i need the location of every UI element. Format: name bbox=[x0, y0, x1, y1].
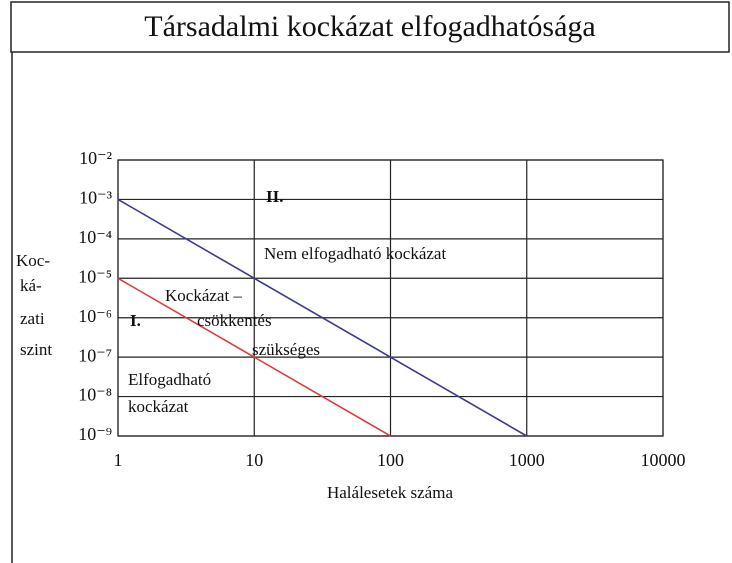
annotation: Kockázat – bbox=[165, 286, 242, 305]
y-tick-label: 10⁻⁴ bbox=[78, 227, 112, 247]
y-tick-label: 10⁻² bbox=[79, 148, 112, 168]
annotation: Nem elfogadható kockázat bbox=[264, 244, 446, 263]
annotation: Elfogadható bbox=[128, 370, 211, 389]
x-tick-label: 1 bbox=[114, 450, 123, 470]
y-axis-label: szint bbox=[20, 340, 52, 359]
y-tick-label: 10⁻⁸ bbox=[78, 385, 112, 405]
y-axis-label: Koc- bbox=[16, 251, 50, 270]
x-tick-label: 10000 bbox=[641, 450, 686, 470]
y-axis-label: ká- bbox=[20, 276, 42, 295]
x-tick-label: 100 bbox=[377, 450, 404, 470]
y-tick-label: 10⁻³ bbox=[79, 188, 113, 208]
y-tick-label: 10⁻⁷ bbox=[78, 345, 112, 365]
annotation: szükséges bbox=[252, 340, 320, 359]
series-line bbox=[117, 198, 528, 437]
series-line bbox=[117, 277, 391, 437]
title-box bbox=[10, 1, 730, 53]
y-tick-label: 10⁻⁶ bbox=[78, 306, 112, 326]
chart-title: Társadalmi kockázat elfogadhatósága bbox=[144, 10, 595, 43]
x-tick-label: 1000 bbox=[509, 450, 545, 470]
annotation: kockázat bbox=[128, 397, 189, 416]
x-tick-label: 10 bbox=[245, 450, 263, 470]
annotation: csökkentés bbox=[197, 311, 272, 330]
x-axis-label: Halálesetek száma bbox=[327, 483, 453, 502]
annotation: I. bbox=[130, 311, 141, 330]
y-axis-label: zati bbox=[20, 309, 45, 328]
y-tick-label: 10⁻⁹ bbox=[78, 424, 112, 444]
y-tick-label: 10⁻⁵ bbox=[78, 266, 112, 286]
annotation: II. bbox=[266, 187, 283, 206]
